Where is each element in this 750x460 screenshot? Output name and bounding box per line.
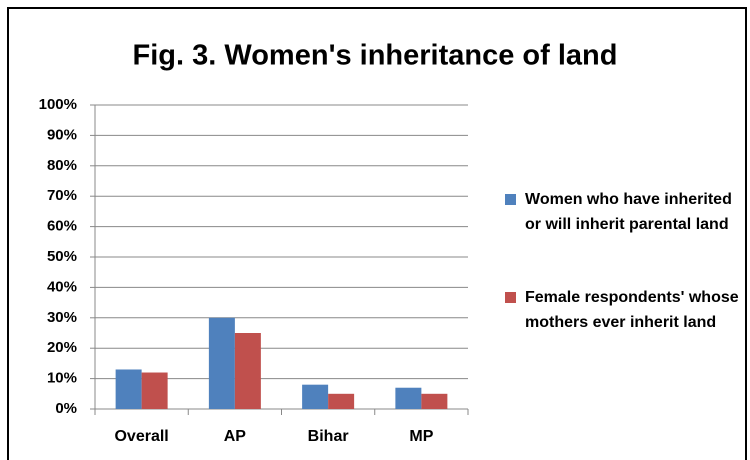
bar <box>328 393 355 409</box>
y-tick-label: 20% <box>47 339 77 356</box>
x-tick-label: MP <box>409 428 433 445</box>
chart-title: Fig. 3. Women's inheritance of land <box>133 40 618 72</box>
y-tick-label: 10% <box>47 370 77 387</box>
legend-swatch <box>505 194 516 205</box>
y-tick-label: 30% <box>47 309 77 326</box>
bar <box>115 369 142 409</box>
legend-label: Female respondents' whose mothers ever i… <box>525 289 739 331</box>
legend-label: Women who have inherited or will inherit… <box>525 191 732 233</box>
bar <box>395 387 422 409</box>
bar <box>421 393 448 409</box>
bar <box>234 333 261 409</box>
bar <box>208 317 235 409</box>
legend-entry: Women who have inherited or will inherit… <box>505 187 740 237</box>
y-tick-label: 50% <box>47 248 77 265</box>
y-tick-label: 80% <box>47 157 77 174</box>
x-tick-label: AP <box>224 428 247 445</box>
y-tick-label: 70% <box>47 187 77 204</box>
bar <box>141 372 168 409</box>
x-tick-label: Bihar <box>308 428 349 445</box>
y-tick-label: 60% <box>47 218 77 235</box>
y-tick-label: 100% <box>39 96 77 113</box>
y-tick-label: 90% <box>47 126 77 143</box>
legend-entry: Female respondents' whose mothers ever i… <box>505 285 740 335</box>
bar <box>302 384 329 409</box>
y-tick-label: 0% <box>55 400 77 417</box>
x-tick-label: Overall <box>114 428 168 445</box>
legend-swatch <box>505 292 516 303</box>
y-tick-label: 40% <box>47 278 77 295</box>
